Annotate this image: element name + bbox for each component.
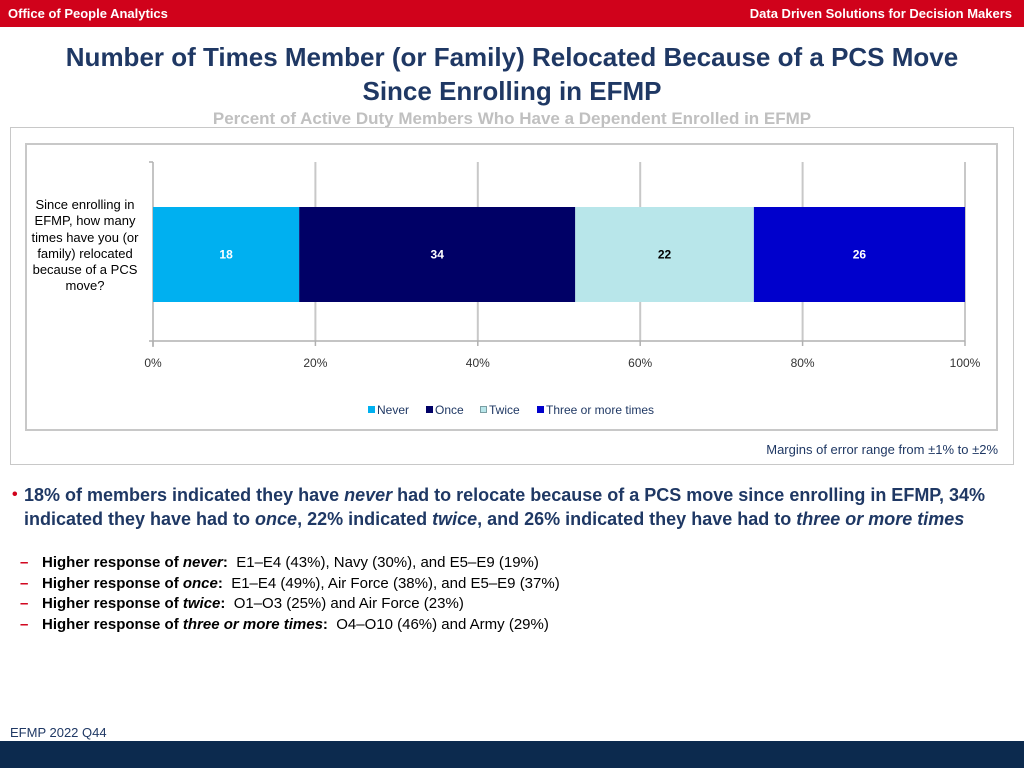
summary-text: 18% of members indicated they have never… <box>24 483 1012 531</box>
detail-text: O4–O10 (46%) and Army (29%) <box>327 615 549 633</box>
detail-suffix: : <box>322 615 328 633</box>
summary-part: , 22% indicated <box>297 509 433 529</box>
legend-item: Three or more times <box>537 403 654 417</box>
legend-swatch <box>480 406 487 413</box>
summary-part: , and 26% indicated they have had to <box>477 509 797 529</box>
x-tick-label: 80% <box>790 356 815 370</box>
legend-item: Never <box>368 403 409 417</box>
detail-prefix: Higher response of <box>42 574 183 592</box>
footer-bar <box>0 741 1024 768</box>
detail-item: – Higher response of never: E1–E4 (43%), … <box>20 553 1010 574</box>
detail-suffix: : <box>222 554 228 571</box>
chart-outer-frame <box>10 127 1014 465</box>
chart-legend: Never Once Twice Three or more times <box>0 403 1024 419</box>
dash-marker: – <box>20 574 29 592</box>
chart-plot-frame <box>25 143 998 431</box>
legend-label: Never <box>377 403 410 417</box>
summary-part: had to relocate because of a PCS move si… <box>24 485 986 529</box>
detail-prefix: Higher response of <box>42 554 183 571</box>
legend-item: Twice <box>480 403 520 417</box>
detail-head: Higher response of three or more times: <box>42 616 328 633</box>
summary-emphasis: twice <box>432 509 478 529</box>
x-tick-label: 0% <box>144 356 162 370</box>
dash-marker: – <box>20 615 29 633</box>
x-tick-label: 60% <box>628 356 653 370</box>
x-tick-label: 40% <box>465 356 490 370</box>
detail-term: twice <box>182 595 221 612</box>
detail-prefix: Higher response of <box>42 615 183 633</box>
slide-title-line2: Since Enrolling in EFMP <box>362 76 662 106</box>
detail-term: once <box>182 574 218 592</box>
detail-text: E1–E4 (49%), Air Force (38%), and E5–E9 … <box>222 574 560 592</box>
chart-category-label: Since enrolling in EFMP, how many times … <box>31 197 139 294</box>
footer-source-note: EFMP 2022 Q44 <box>10 725 107 740</box>
detail-text: O1–O3 (25%) and Air Force (23%) <box>225 595 464 612</box>
detail-term: never <box>182 554 223 571</box>
legend-swatch <box>537 406 544 413</box>
dash-marker: – <box>20 595 29 612</box>
detail-text: E1–E4 (43%), Navy (30%), and E5–E9 (19%) <box>227 554 539 571</box>
detail-item: – Higher response of twice: O1–O3 (25%) a… <box>20 594 1010 615</box>
slide-title: Number of Times Member (or Family) Reloc… <box>0 40 1024 108</box>
bullet-marker: • <box>12 486 18 503</box>
detail-suffix: : <box>217 574 223 592</box>
summary-emphasis: once <box>255 509 298 529</box>
detail-head: Higher response of twice: <box>42 595 225 612</box>
legend-label: Three or more times <box>546 403 655 417</box>
detail-item: – Higher response of three or more times:… <box>20 615 1010 636</box>
detail-head: Higher response of once: <box>42 575 223 592</box>
legend-swatch <box>368 406 375 413</box>
header-tagline: Data Driven Solutions for Decision Maker… <box>749 6 1012 21</box>
x-tick-label: 20% <box>303 356 328 370</box>
slide-subtitle: Percent of Active Duty Members Who Have … <box>212 109 812 128</box>
summary-bullet: • 18% of members indicated they have nev… <box>12 483 1012 531</box>
legend-label: Once <box>435 403 464 417</box>
summary-emphasis: three or more times <box>796 509 965 529</box>
detail-list: – Higher response of never: E1–E4 (43%), … <box>20 553 1010 635</box>
summary-emphasis: never <box>344 485 393 505</box>
detail-head: Higher response of never: <box>42 554 228 571</box>
summary-part: 18% of members indicated they have <box>24 485 345 505</box>
detail-term: three or more times <box>182 615 323 633</box>
dash-marker: – <box>20 554 29 571</box>
legend-label: Twice <box>489 403 520 417</box>
x-tick-label: 100% <box>949 356 981 370</box>
detail-prefix: Higher response of <box>42 595 183 612</box>
header-org-name: Office of People Analytics <box>8 6 168 21</box>
detail-item: – Higher response of once: E1–E4 (49%), A… <box>20 574 1010 595</box>
legend-item: Once <box>426 403 464 417</box>
legend-swatch <box>426 406 433 413</box>
detail-suffix: : <box>220 595 226 612</box>
header-bar: Office of People Analytics Data Driven S… <box>0 0 1024 27</box>
slide-title-line1: Number of Times Member (or Family) Reloc… <box>65 42 959 72</box>
margin-of-error-note: Margins of error range from ±1% to ±2% <box>766 442 998 457</box>
